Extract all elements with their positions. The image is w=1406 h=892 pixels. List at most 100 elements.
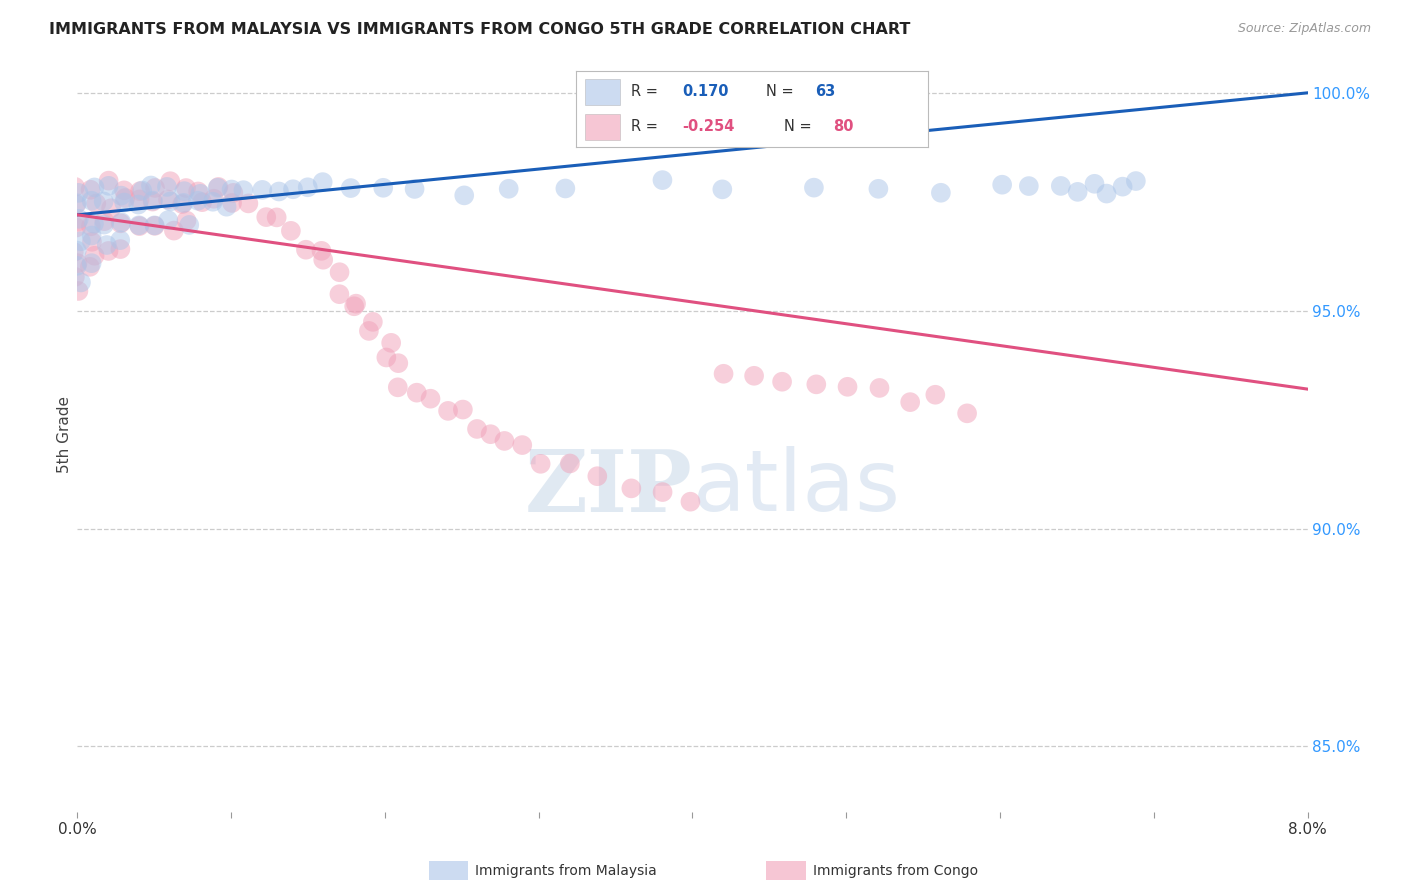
Point: [929, 186, 952, 200]
Point: [207, 180, 229, 194]
Point: [510, 438, 533, 452]
Point: [869, 381, 891, 395]
Point: [80, 219, 103, 234]
Point: [453, 188, 475, 202]
Point: [80, 256, 103, 270]
Point: [67, 284, 90, 298]
Point: [267, 185, 290, 199]
Point: [554, 181, 576, 195]
Y-axis label: 5th Grade: 5th Grade: [56, 396, 72, 474]
Point: [143, 219, 166, 233]
Point: [1066, 185, 1088, 199]
Point: [93, 194, 115, 209]
Point: [651, 485, 673, 500]
Point: [97, 178, 120, 193]
Point: [651, 173, 673, 187]
Text: Immigrants from Congo: Immigrants from Congo: [813, 863, 977, 878]
Point: [1095, 186, 1118, 201]
Point: [373, 181, 395, 195]
Point: [62, 245, 84, 260]
Point: [131, 184, 153, 198]
Point: [620, 482, 643, 496]
Point: [312, 175, 335, 189]
Point: [173, 184, 195, 198]
Point: [67, 211, 90, 226]
Text: Immigrants from Malaysia: Immigrants from Malaysia: [475, 863, 657, 878]
Point: [803, 180, 825, 194]
Point: [110, 188, 132, 202]
Point: [100, 201, 122, 215]
Point: [69, 234, 91, 248]
Point: [924, 388, 946, 402]
Point: [96, 238, 118, 252]
Point: [479, 427, 502, 442]
Point: [207, 181, 229, 195]
Point: [187, 185, 209, 199]
Point: [65, 197, 87, 211]
Point: [558, 457, 581, 471]
Point: [328, 287, 350, 301]
Point: [837, 380, 859, 394]
Point: [128, 219, 150, 233]
Point: [221, 195, 243, 210]
Point: [280, 224, 302, 238]
Point: [66, 215, 89, 229]
Point: [172, 197, 194, 211]
Point: [238, 196, 260, 211]
Point: [129, 184, 152, 198]
Point: [437, 404, 460, 418]
Point: [498, 182, 520, 196]
Point: [375, 351, 398, 365]
Point: [1018, 179, 1040, 194]
Point: [128, 193, 150, 207]
Point: [1111, 179, 1133, 194]
Text: atlas: atlas: [693, 446, 900, 529]
Point: [93, 214, 115, 228]
Point: [79, 260, 101, 274]
Point: [201, 194, 224, 209]
Text: N =: N =: [785, 120, 811, 134]
Point: [108, 233, 131, 247]
Point: [157, 213, 180, 227]
Point: [252, 183, 274, 197]
Point: [142, 194, 165, 208]
Text: R =: R =: [631, 120, 658, 134]
Point: [357, 324, 380, 338]
Point: [93, 218, 115, 232]
Point: [112, 183, 135, 197]
Point: [110, 216, 132, 230]
Point: [1083, 177, 1105, 191]
Point: [806, 377, 828, 392]
Text: N =: N =: [766, 85, 794, 99]
Point: [742, 368, 765, 383]
Point: [387, 356, 409, 370]
Text: Source: ZipAtlas.com: Source: ZipAtlas.com: [1237, 22, 1371, 36]
Point: [163, 224, 186, 238]
Point: [143, 219, 166, 233]
Point: [344, 296, 367, 310]
Point: [110, 242, 132, 256]
Text: -0.254: -0.254: [682, 120, 734, 134]
Point: [419, 392, 441, 406]
Point: [1049, 178, 1071, 193]
Point: [70, 276, 93, 290]
Point: [202, 192, 225, 206]
Point: [312, 252, 335, 267]
Point: [173, 195, 195, 210]
Point: [328, 265, 350, 279]
Point: [451, 402, 474, 417]
Point: [713, 367, 735, 381]
Point: [79, 183, 101, 197]
Point: [339, 181, 361, 195]
Point: [956, 406, 979, 420]
Point: [254, 210, 277, 224]
Point: [66, 256, 89, 270]
Point: [83, 249, 105, 263]
Point: [83, 180, 105, 194]
Point: [159, 174, 181, 188]
Point: [343, 299, 366, 313]
Point: [295, 243, 318, 257]
Point: [66, 196, 89, 211]
Point: [80, 228, 103, 243]
Point: [387, 380, 409, 394]
